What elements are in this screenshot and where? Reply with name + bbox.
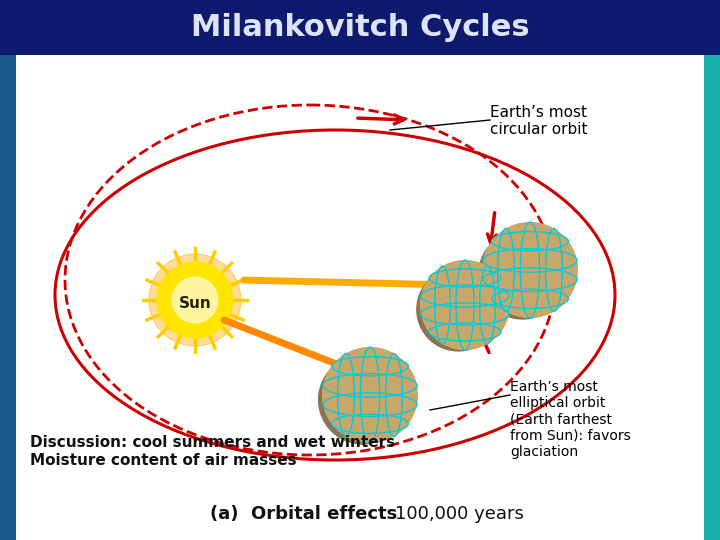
Circle shape [420, 260, 510, 350]
Text: Discussion: cool summers and wet winters: Discussion: cool summers and wet winters [30, 435, 395, 450]
Circle shape [172, 277, 218, 323]
Circle shape [479, 231, 567, 319]
Text: Milankovitch Cycles: Milankovitch Cycles [191, 13, 529, 42]
Circle shape [417, 268, 500, 351]
Bar [704, 55, 720, 540]
Text: (a)  Orbital effects: (a) Orbital effects [210, 505, 397, 523]
Text: Earth’s most
elliptical orbit
(Earth farthest
from Sun): favors
glaciation: Earth’s most elliptical orbit (Earth far… [510, 380, 631, 459]
Circle shape [157, 262, 233, 338]
Circle shape [319, 356, 407, 444]
Bar [0, 55, 16, 540]
Circle shape [322, 347, 418, 443]
Circle shape [149, 254, 241, 346]
Circle shape [482, 222, 578, 318]
Text: 100,000 years: 100,000 years [395, 505, 524, 523]
Text: Sun: Sun [179, 296, 212, 312]
Text: Moisture content of air masses: Moisture content of air masses [30, 453, 297, 468]
Bar [0, 55, 720, 540]
Text: Earth’s most
circular orbit: Earth’s most circular orbit [490, 105, 588, 137]
